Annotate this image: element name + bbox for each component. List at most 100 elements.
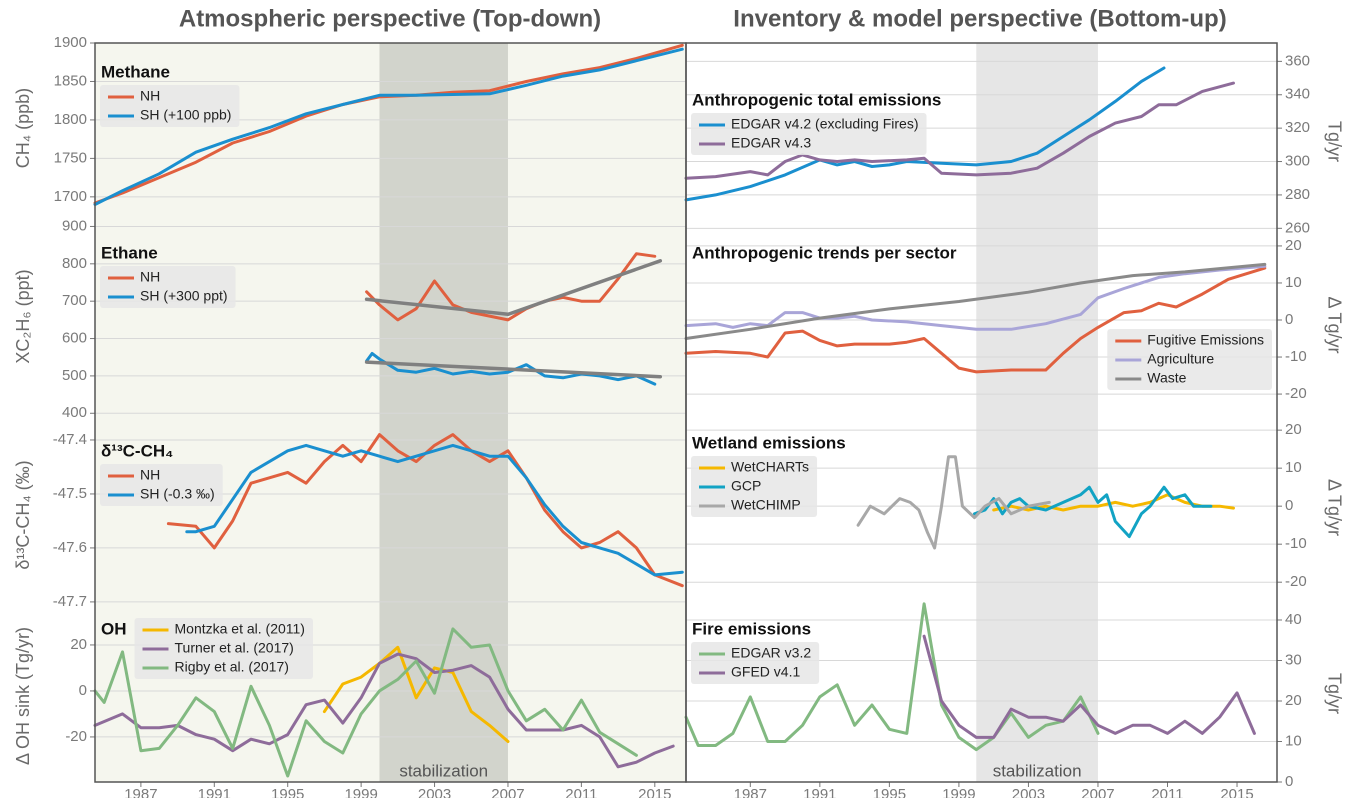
x-tick-label: 2003 (1012, 786, 1045, 798)
series-line (93, 627, 638, 778)
stabilization-band (976, 43, 1098, 240)
legend-label: Fugitive Emissions (1147, 332, 1264, 348)
series-line (922, 634, 1256, 739)
legend-label: Rigby et al. (2017) (175, 659, 289, 675)
legend-box (691, 113, 927, 155)
legend-label: Turner et al. (2017) (175, 640, 294, 656)
y-tick-label: 20 (70, 636, 87, 653)
y-tick-label: -47.5 (53, 485, 87, 502)
column-title: Inventory & model perspective (Bottom-up… (733, 5, 1226, 32)
y-tick-label: 20 (1285, 237, 1302, 254)
y-tick-label: 300 (1285, 153, 1310, 170)
series-line (684, 66, 1166, 202)
series-line (322, 645, 510, 743)
y-tick-label: -47.4 (53, 431, 87, 448)
panel-title: OH (101, 619, 127, 638)
x-tick-label: 1999 (344, 786, 377, 798)
stabilization-band (379, 610, 508, 782)
y-tick-label: 0 (1285, 497, 1293, 514)
legend-label: SH (-0.3 ‰) (140, 486, 215, 502)
panel-title: Anthropogenic total emissions (692, 90, 941, 109)
y-tick-label: 900 (62, 217, 87, 234)
lines-layer (93, 43, 1267, 778)
y-tick-label: 0 (1285, 773, 1293, 790)
series-line (93, 47, 684, 206)
x-tick-label: 1991 (803, 786, 836, 798)
y-tick-label: -20 (65, 728, 87, 745)
y-tick-label: 20 (1285, 692, 1302, 709)
x-tick-label: 2011 (565, 786, 597, 798)
y-tick-label: 500 (62, 367, 87, 384)
legend-label: SH (+100 ppb) (140, 107, 231, 123)
x-tick-label: 2011 (1151, 786, 1183, 798)
series-line (856, 455, 1051, 550)
series-line (684, 602, 1100, 752)
y-axis-label: Δ Tg/yr (1324, 296, 1344, 353)
series-line (364, 360, 663, 379)
legend: NH SH (+300 ppt) (100, 266, 236, 308)
series-line (684, 266, 1267, 374)
legend: EDGAR v3.2 GFED v4.1 (691, 642, 820, 684)
legend-label: Waste (1147, 370, 1186, 386)
x-tick-label: 1999 (942, 786, 975, 798)
y-tick-label: 360 (1285, 52, 1310, 69)
series-line (365, 352, 657, 386)
y-axis-label: Tg/yr (1324, 121, 1344, 162)
x-tick-label: 2003 (418, 786, 451, 798)
legend: NH SH (-0.3 ‰) (100, 464, 223, 506)
y-tick-label: -47.6 (53, 539, 87, 556)
x-tick-label: 1995 (873, 786, 906, 798)
y-axis-label: CH₄ (ppb) (13, 88, 33, 168)
x-tick-label: 2015 (638, 786, 671, 798)
stabilization-band (976, 605, 1098, 782)
y-tick-label: -10 (1285, 535, 1307, 552)
y-tick-label: 30 (1285, 651, 1302, 668)
series-line (93, 652, 675, 769)
y-tick-label: 700 (62, 292, 87, 309)
y-tick-label: 340 (1285, 86, 1310, 103)
y-tick-label: -20 (1285, 573, 1307, 590)
legend: EDGAR v4.2 (excluding Fires) EDGAR v4.3 (691, 113, 927, 155)
legend-label: EDGAR v4.2 (excluding Fires) (731, 116, 919, 132)
series-line (365, 252, 657, 322)
y-axis-label: XC₂H₆ (ppt) (13, 269, 33, 363)
y-tick-label: -10 (1285, 348, 1307, 365)
x-tick-label: 2015 (1220, 786, 1253, 798)
x-tick-label: 2007 (1081, 786, 1114, 798)
y-tick-label: 320 (1285, 119, 1310, 136)
legend-label: SH (+300 ppt) (140, 288, 228, 304)
y-axis-label: δ¹³C-CH₄ (‰) (13, 460, 33, 569)
legend-box (134, 618, 313, 679)
x-tick-label: 1987 (124, 786, 157, 798)
legend: Fugitive Emissions Agriculture Waste (1107, 329, 1272, 390)
legend-label: NH (140, 269, 160, 285)
legend-box (691, 456, 818, 517)
y-tick-label: 10 (1285, 274, 1302, 291)
panel-title: Fire emissions (692, 619, 811, 638)
legend: WetCHARTs GCP WetCHIMP (691, 456, 818, 517)
legend-label: GFED v4.1 (731, 664, 800, 680)
x-tick-label: 1995 (271, 786, 304, 798)
column-title: Atmospheric perspective (Top-down) (179, 5, 601, 32)
x-tick-label: 1987 (734, 786, 767, 798)
y-tick-label: -20 (1285, 385, 1307, 402)
y-axis-label: Tg/yr (1324, 673, 1344, 714)
y-tick-label: -47.7 (53, 593, 87, 610)
legend-label: WetCHARTs (731, 459, 809, 475)
legend-label: NH (140, 88, 160, 104)
legend: NH SH (+100 ppb) (100, 85, 240, 127)
legend-label: WetCHIMP (731, 497, 801, 513)
series-line (684, 262, 1267, 340)
legend-label: Agriculture (1147, 351, 1214, 367)
y-tick-label: 1850 (54, 72, 87, 89)
y-tick-label: 280 (1285, 186, 1310, 203)
series-line (364, 259, 663, 317)
y-tick-label: 40 (1285, 611, 1302, 628)
legend: Montzka et al. (2011) Turner et al. (2017… (134, 618, 313, 679)
y-tick-label: 600 (62, 330, 87, 347)
y-tick-label: 1700 (54, 188, 87, 205)
y-axis-label: Δ Tg/yr (1324, 479, 1344, 536)
legend-box (1107, 329, 1272, 390)
y-tick-label: 1750 (54, 149, 87, 166)
y-tick-label: 1900 (54, 34, 87, 51)
